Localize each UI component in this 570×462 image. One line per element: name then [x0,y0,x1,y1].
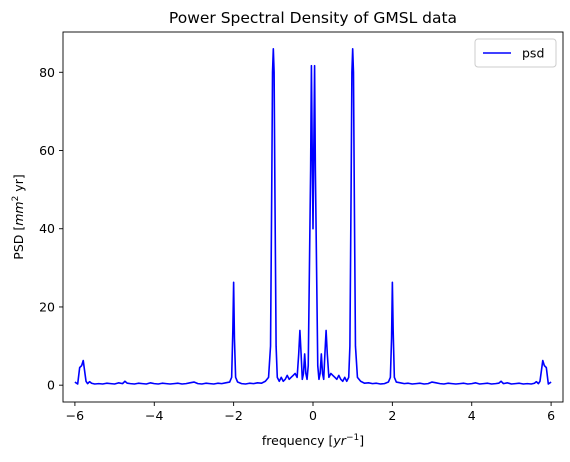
legend-box [474,38,557,68]
x-axis-label-end: ] [359,433,364,448]
legend: psd [474,38,557,68]
x-tick-label: 0 [309,408,317,423]
y-axis-ticks: 0 20 40 60 80 [39,65,63,393]
x-tick-label: 4 [468,408,476,423]
x-tick-label: −6 [66,408,84,423]
y-tick-label: 0 [47,378,55,393]
x-tick-label: 6 [547,408,555,423]
legend-label-psd: psd [522,46,544,61]
x-axis-label-superscript: −1 [346,433,359,443]
x-axis-label-math: yr [332,433,346,448]
x-tick-label: −4 [145,408,163,423]
y-tick-label: 20 [39,299,55,314]
y-tick-label: 80 [39,65,55,80]
plot-area [74,48,552,385]
y-axis-label-main: PSD [ [11,226,26,260]
y-axis-label-math: mm [11,201,26,225]
y-axis-label-end: yr] [11,174,26,195]
x-tick-label: 2 [388,408,396,423]
y-tick-label: 40 [39,221,55,236]
x-axis-label-main: frequency [ [262,433,334,448]
x-axis-label: frequency [yr−1] [262,433,364,448]
chart-title: Power Spectral Density of GMSL data [169,9,457,27]
y-tick-label: 60 [39,143,55,158]
x-axis-ticks: −6 −4 −2 0 2 4 6 [66,402,555,423]
psd-series-line [74,48,552,385]
y-axis-label-superscript: 2 [11,196,21,202]
y-axis-label: PSD [mm2 yr] [11,174,26,259]
x-tick-label: −2 [224,408,242,423]
